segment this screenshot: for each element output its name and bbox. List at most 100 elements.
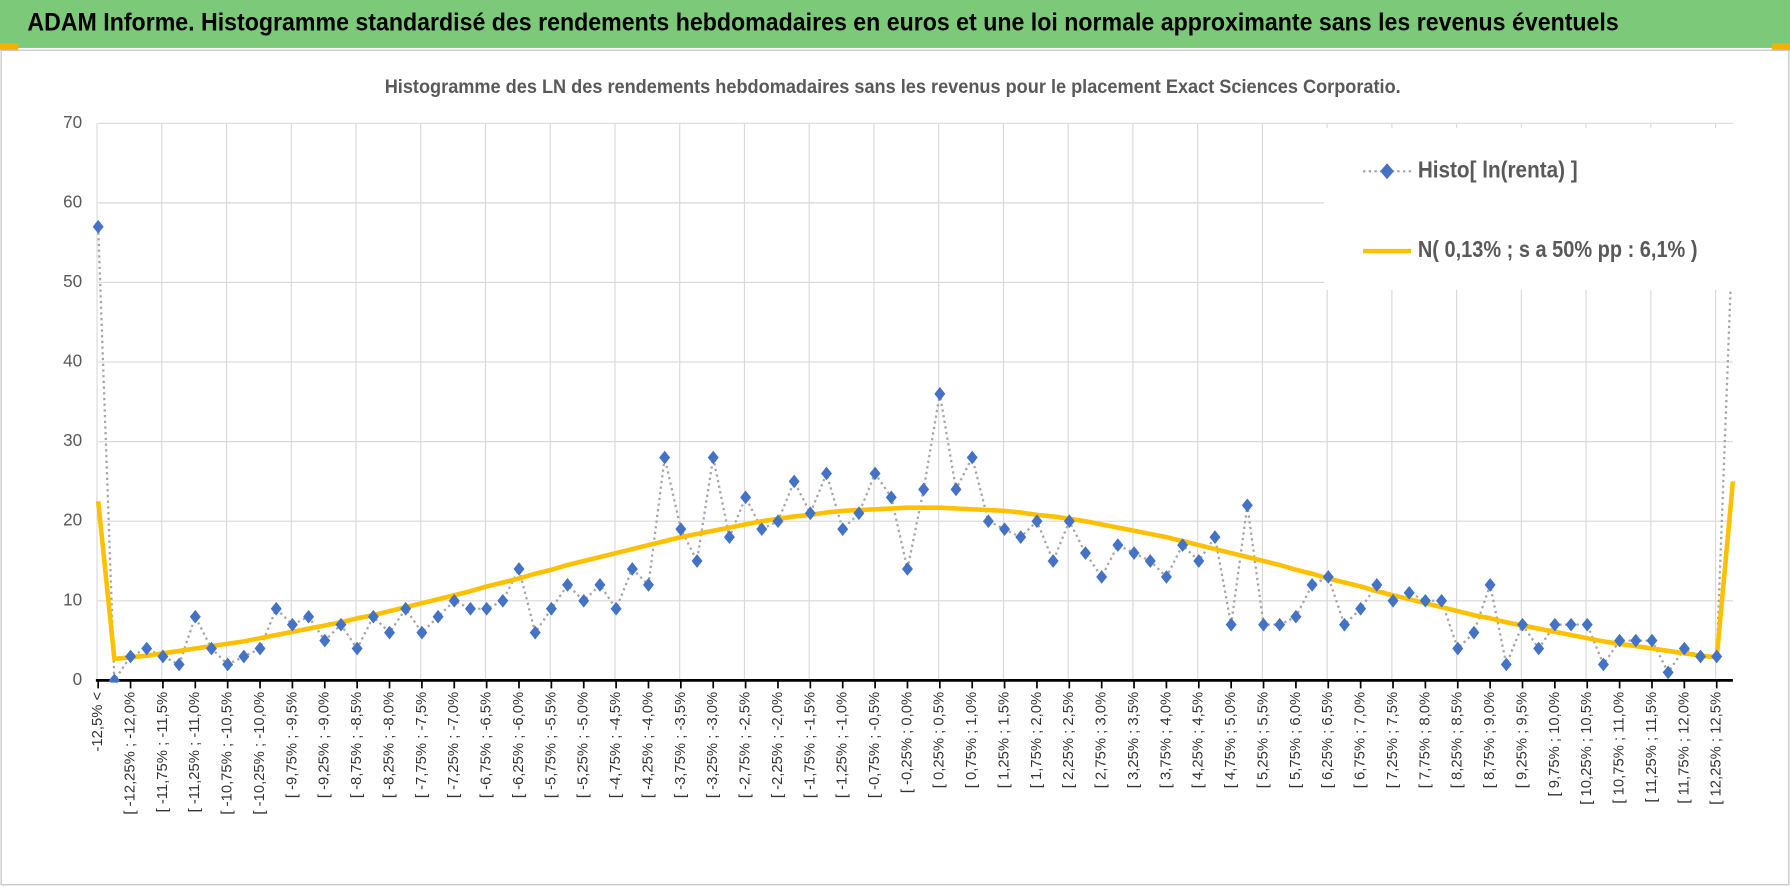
x-tick-label: [ -5,25% ; -5,0% — [576, 692, 592, 798]
histogram-marker — [1614, 633, 1626, 648]
x-tick-label: [ 5,75% ; 6,0% — [1288, 692, 1304, 788]
histogram-marker — [659, 450, 671, 465]
x-tick-label: [ -7,75% ; -7,5% — [414, 692, 430, 798]
histogram-marker — [1630, 633, 1642, 648]
x-tick-label: [ -4,75% ; -4,5% — [608, 692, 624, 798]
histogram-marker — [1047, 554, 1059, 568]
x-tick-label: [ 2,75% ; 3,0% — [1094, 692, 1110, 788]
histogram-marker — [319, 633, 331, 648]
x-tick-label: [ 9,75% ; 10,0% — [1547, 692, 1563, 797]
x-tick-label: [ -8,25% ; -8,0% — [381, 692, 397, 798]
y-tick-label: 30 — [63, 431, 82, 450]
histogram-marker — [108, 673, 120, 683]
x-tick-label: [ 12,25% ; 12,5% — [1709, 692, 1725, 805]
x-tick-label: [ 3,25% ; 3,5% — [1126, 692, 1142, 788]
x-tick-label: [ 2,25% ; 2,5% — [1061, 692, 1077, 788]
histogram-marker — [626, 562, 638, 576]
x-tick-label: [ 8,75% ; 9,0% — [1482, 692, 1498, 788]
histogram-marker — [934, 387, 946, 401]
histogram-marker — [1015, 530, 1027, 544]
x-tick-label: [ 9,25% ; 9,5% — [1514, 692, 1530, 788]
histogram-marker — [1662, 665, 1674, 680]
x-tick-label: [ -2,25% ; -2,0% — [770, 692, 786, 798]
legend-label: N( 0,13% ; s a 50% pp : 6,1% ) — [1418, 236, 1698, 262]
x-tick-label: [ 11,25% ; 11,5% — [1644, 692, 1660, 803]
x-tick-label: [ 7,75% ; 8,0% — [1417, 692, 1433, 788]
x-tick-label: [ 10,75% ; 11,0% — [1612, 692, 1628, 804]
x-tick-label: [ -8,75% ; -8,5% — [349, 692, 365, 798]
y-tick-label: 20 — [63, 511, 82, 530]
x-tick-label: [ -7,25% ; -7,0% — [446, 692, 462, 798]
histogram-marker — [1646, 633, 1658, 648]
x-tick-label: [ -1,25% ; -1,0% — [835, 692, 851, 798]
histogram-marker — [853, 506, 865, 521]
x-tick-label: [ 6,25% ; 6,5% — [1320, 692, 1336, 788]
x-tick-label: [ -9,25% ; -9,0% — [317, 692, 333, 798]
histogram-marker — [1063, 514, 1075, 529]
x-tick-label: [ 4,25% ; 4,5% — [1191, 692, 1207, 788]
chart-title: Histogramme des LN des rendements hebdom… — [385, 76, 1401, 98]
y-tick-label: 10 — [63, 590, 82, 609]
histogram-marker — [821, 466, 833, 481]
y-tick-label: 70 — [63, 113, 82, 132]
histogram-marker — [1241, 498, 1253, 513]
x-tick-label: [ 8,25% ; 8,5% — [1450, 692, 1466, 788]
x-tick-label: [ -9,75% ; -9,5% — [284, 692, 300, 798]
x-tick-label: [ -4,25% ; -4,0% — [640, 692, 656, 798]
histogram-marker — [1080, 546, 1091, 560]
x-tick-label: [ -10,75% ; -10,5% — [220, 692, 236, 815]
histogram-marker — [1371, 578, 1383, 592]
histogram-marker — [756, 522, 768, 537]
x-tick-label: [ 5,25% ; 5,5% — [1255, 692, 1271, 788]
y-tick-label: 60 — [63, 192, 82, 211]
header-band — [0, 0, 1790, 48]
chart-frame — [0, 49, 1790, 886]
x-tick-label: [ -0,25% ; 0,0% — [899, 692, 915, 793]
histogram-marker — [1274, 617, 1286, 632]
corner — [0, 43, 19, 51]
x-tick-label: [ 6,75% ; 7,0% — [1353, 692, 1369, 788]
histogram-marker — [1128, 546, 1140, 560]
x-tick-label: [ 1,75% ; 2,0% — [1029, 692, 1045, 788]
page-title: ADAM Informe. Histogramme standardisé de… — [27, 9, 1618, 37]
x-tick-label: [ -11,75% ; -11,5% — [155, 692, 171, 813]
histogram-marker — [416, 625, 428, 640]
x-tick-label: [ -3,75% ; -3,5% — [673, 692, 689, 798]
x-tick-label: -12,5% < — [90, 692, 106, 752]
histogram-marker — [1031, 514, 1043, 529]
x-tick-label: [ 3,75% ; 4,0% — [1158, 692, 1174, 788]
x-tick-label: [ -6,75% ; -6,5% — [479, 692, 495, 798]
x-tick-label: [ 11,75% ; 12,0% — [1676, 692, 1692, 804]
histogram-marker — [740, 490, 752, 505]
x-tick-label: [ 7,25% ; 7,5% — [1385, 692, 1401, 788]
x-tick-label: [ -6,25% ; -6,0% — [511, 692, 527, 798]
histogram-marker — [1144, 554, 1156, 568]
x-tick-label: [ 0,75% ; 1,0% — [964, 692, 980, 788]
x-tick-label: [ -5,75% ; -5,5% — [543, 692, 559, 798]
y-tick-label: 50 — [63, 272, 82, 291]
x-tick-label: [ -1,75% ; -1,5% — [802, 692, 818, 798]
x-tick-label: [ -10,25% ; -10,0% — [252, 692, 268, 815]
x-tick-label: [ 10,25% ; 10,5% — [1579, 692, 1595, 805]
histogram-marker — [384, 625, 396, 640]
histogram-marker — [723, 530, 735, 544]
x-tick-label: [ -12,25% ; -12,0% — [122, 692, 138, 815]
histogram-marker — [1468, 625, 1480, 640]
x-tick-label: [ -0,75% ; -0,5% — [867, 692, 883, 798]
histogram-marker — [529, 625, 541, 640]
legend-label: Histo[ ln(renta) ] — [1418, 156, 1578, 182]
corner — [1771, 43, 1790, 51]
y-tick-label: 0 — [73, 670, 83, 689]
y-tick-label: 40 — [63, 352, 82, 371]
x-tick-label: [ 0,25% ; 0,5% — [932, 692, 948, 788]
x-tick-label: [ -3,25% ; -3,0% — [705, 692, 721, 798]
x-tick-label: [ -2,75% ; -2,5% — [738, 692, 754, 798]
histogram-marker — [950, 482, 962, 497]
histogram-marker — [92, 219, 104, 234]
histogram-marker — [918, 482, 930, 497]
legend-box — [1324, 127, 1741, 290]
x-tick-label: [ 4,75% ; 5,0% — [1223, 692, 1239, 788]
x-tick-label: [ 1,25% ; 1,5% — [996, 692, 1012, 788]
